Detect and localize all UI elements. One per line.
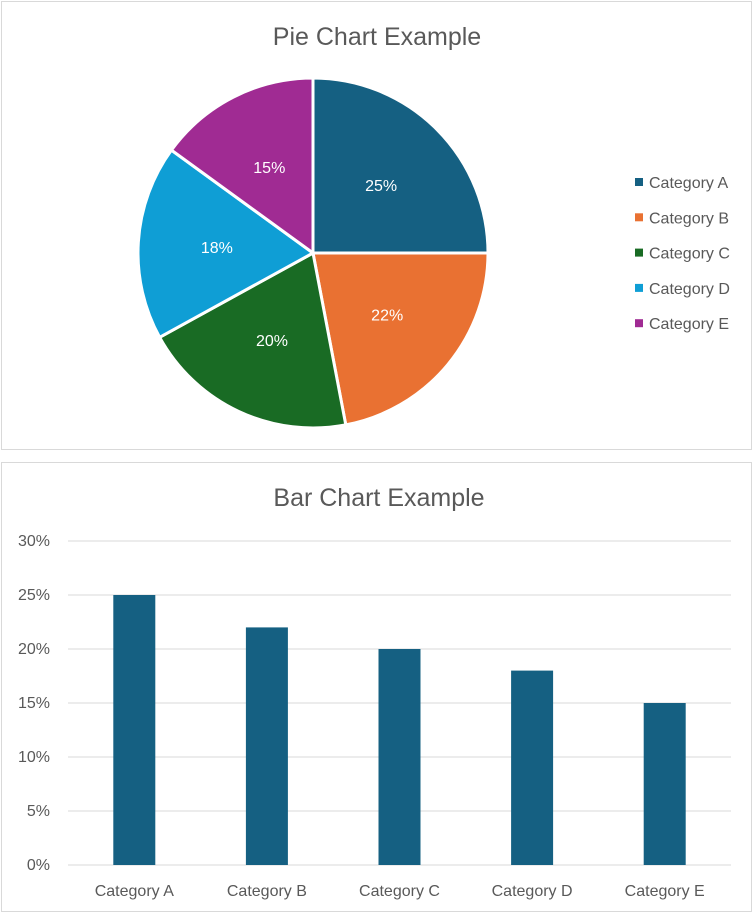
legend-item-category-d: Category D [635,281,730,298]
pie-chart: Pie Chart Example 25% 22% 20% 18% 15% Catego… [136,23,730,430]
bar-chart-title: Bar Chart Example [273,484,484,512]
y-tick-label: 5% [27,803,50,820]
bar-x-axis: Category A Category B Category C Category D… [95,883,705,900]
y-tick-label: 30% [18,533,50,550]
legend-item-category-c: Category C [635,246,730,263]
pie-data-label-category-d: 18% [201,240,233,257]
x-tick-label-category-a: Category A [95,883,174,900]
pie-chart-panel: Pie Chart Example 25% 22% 20% 18% 15% Catego… [1,1,752,450]
bar-series [113,595,686,865]
pie-data-labels: 25% 22% 20% 18% 15% [201,160,403,350]
legend-label-category-d: Category D [649,281,730,298]
bar-chart: Bar Chart Example 0% 5% 10% 15% 20% 25% 30% Ca… [18,484,731,900]
bar-category-a [113,595,156,865]
pie-slice-category-c [158,251,348,430]
bar-y-axis: 0% 5% 10% 15% 20% 25% 30% [18,533,50,874]
legend-item-category-b: Category B [635,210,729,227]
x-tick-label-category-b: Category B [227,883,307,900]
pie-data-label-category-c: 20% [256,333,288,350]
bar-chart-panel: Bar Chart Example 0% 5% 10% 15% 20% 25% 30% Ca… [1,462,752,912]
legend-swatch-category-c [635,248,643,257]
x-tick-label-category-e: Category E [625,883,705,900]
pie-slice-category-e [169,76,315,255]
y-tick-label: 15% [18,695,50,712]
bar-category-d [511,670,554,865]
legend-swatch-category-e [635,319,643,328]
pie-data-label-category-b: 22% [371,307,403,324]
pie-slice-category-b [311,251,490,427]
x-tick-label-category-d: Category D [492,883,573,900]
legend-label-category-e: Category E [649,316,729,333]
legend-swatch-category-d [635,283,643,292]
bar-category-e [643,703,686,865]
legend-item-category-e: Category E [635,316,729,333]
pie-legend: Category A Category B Category C Category D… [635,175,730,333]
pie-chart-title: Pie Chart Example [273,23,481,51]
legend-label-category-a: Category A [649,175,728,192]
pie-slice-category-d [136,148,315,339]
bar-category-c [378,649,421,865]
legend-swatch-category-a [635,178,643,186]
y-tick-label: 25% [18,587,50,604]
y-tick-label: 0% [27,857,50,874]
legend-label-category-c: Category C [649,246,730,263]
legend-label-category-b: Category B [649,210,729,227]
pie-data-label-category-a: 25% [365,178,397,195]
x-tick-label-category-c: Category C [359,883,440,900]
y-tick-label: 10% [18,749,50,766]
pie-slice-category-a [311,76,490,255]
pie-slices [136,76,490,430]
legend-swatch-category-b [635,213,643,222]
legend-item-category-a: Category A [635,175,728,192]
pie-data-label-category-e: 15% [253,160,285,177]
y-tick-label: 20% [18,641,50,658]
bar-category-b [245,627,288,865]
